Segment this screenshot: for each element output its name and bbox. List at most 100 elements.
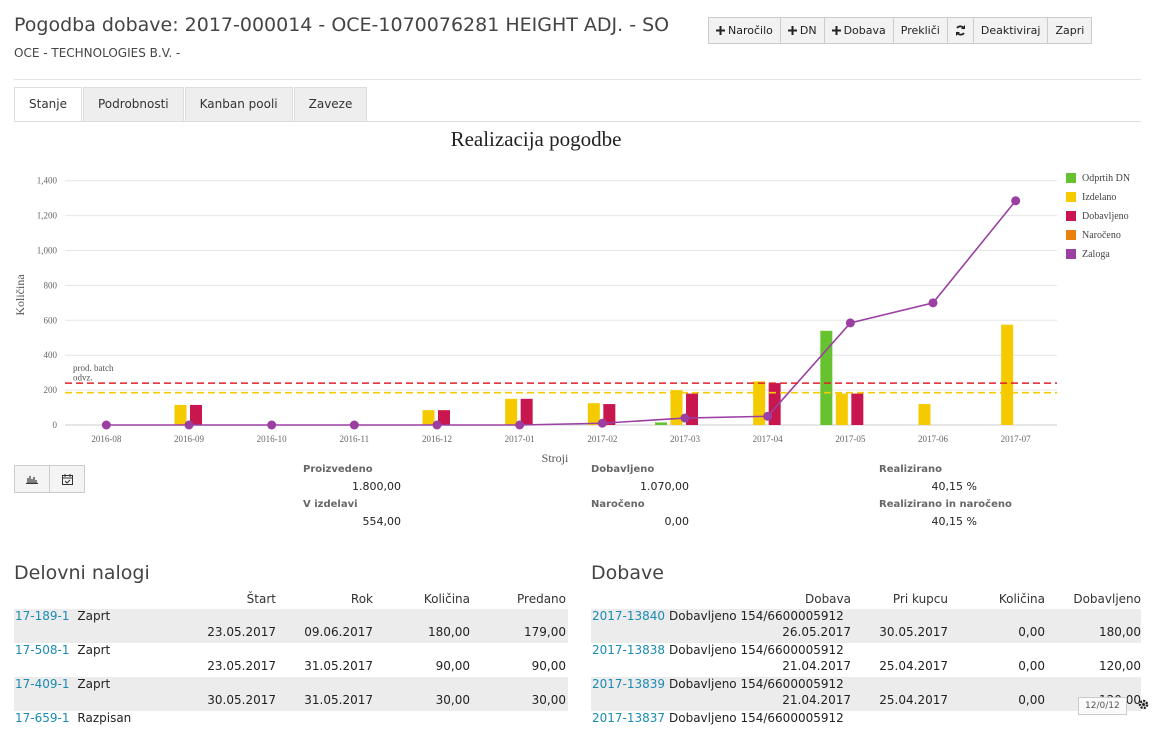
column-header: Pri kupcu [853, 592, 948, 606]
table-cell: 180,00 [1046, 625, 1141, 639]
legend-label: Dobavljeno [1082, 211, 1129, 222]
row-link[interactable]: 17-409-1 [15, 677, 69, 691]
divider [14, 79, 1141, 80]
table-row: 2017-13837Dobavljeno 154/6600005912 [591, 711, 1141, 745]
row-link[interactable]: 17-508-1 [15, 643, 69, 657]
tab[interactable]: Stanje [14, 87, 82, 121]
tabs: Stanje Podrobnosti Kanban pooli Zaveze [14, 87, 368, 121]
delivery-button[interactable]: Dobava [824, 18, 893, 43]
line-marker [102, 421, 111, 430]
tab[interactable]: Zaveze [294, 87, 368, 121]
tab-border [14, 121, 1141, 122]
table-row: 2017-13838Dobavljeno 154/660000591221.04… [591, 643, 1141, 677]
row-link[interactable]: 2017-13840 [592, 609, 665, 623]
button-label: Naročilo [728, 18, 773, 43]
button-label: Zapri [1055, 18, 1084, 43]
table-row: 17-659-1Razpisan [14, 711, 568, 745]
table-cell: 25.04.2017 [853, 693, 948, 707]
y-tick-label: 1,000 [37, 246, 58, 256]
table-cell: 23.05.2017 [181, 625, 276, 639]
x-tick-label: 2017-03 [670, 434, 700, 444]
button-label: Deaktiviraj [981, 18, 1041, 43]
table-cell: 90,00 [471, 659, 566, 673]
row-status: Dobavljeno 154/6600005912 [669, 677, 844, 691]
legend-label: Zaloga [1082, 249, 1110, 260]
dn-button[interactable]: DN [780, 18, 824, 43]
settings-icon[interactable] [1138, 699, 1149, 710]
x-tick-label: 2017-07 [1001, 434, 1031, 444]
bar [423, 410, 435, 425]
bar [175, 405, 187, 425]
line-marker [515, 421, 524, 430]
plus-icon [832, 26, 841, 35]
page-title: Pogodba dobave: 2017-000014 - OCE-107007… [14, 14, 669, 36]
table-row: 17-508-1Zaprt23.05.201731.05.201790,0090… [14, 643, 568, 677]
calendar-view-button[interactable] [49, 465, 85, 493]
row-link[interactable]: 17-659-1 [15, 711, 69, 725]
row-status: Dobavljeno 154/6600005912 [669, 609, 844, 623]
legend-swatch [1066, 249, 1076, 259]
x-tick-label: 2016-10 [257, 434, 287, 444]
summary-label: Proizvedeno [303, 464, 373, 475]
line-marker [598, 419, 607, 428]
table-cell: 21.04.2017 [756, 659, 851, 673]
table-row: 17-189-1Zaprt23.05.201709.06.2017180,001… [14, 609, 568, 643]
plus-icon [788, 26, 797, 35]
summary-value: 1.070,00 [589, 480, 689, 493]
summary-value: 554,00 [301, 515, 401, 528]
table-cell: 0,00 [950, 625, 1045, 639]
summary-label: Realizirano [879, 464, 942, 475]
row-status: Zaprt [77, 677, 110, 691]
chart-icon [26, 474, 38, 484]
table-row: 2017-13840 Dobavljeno 154/6600005912 26.05… [591, 609, 1141, 643]
deactivate-button[interactable]: Deaktiviraj [973, 18, 1048, 43]
pager: 12/0/12 [1078, 697, 1127, 715]
line-marker [350, 421, 359, 430]
column-header: Dobava [756, 592, 851, 606]
y-tick-label: 0 [53, 420, 58, 430]
close-button[interactable]: Zapri [1047, 18, 1091, 43]
summary-label: Realizirano in naročeno [879, 499, 1012, 510]
button-label: DN [800, 18, 817, 43]
summary-label: Dobavljeno [591, 464, 654, 475]
line-marker [929, 298, 938, 307]
table-cell: 23.05.2017 [181, 659, 276, 673]
column-header: Količina [375, 592, 470, 606]
section-title: Delovni nalogi [14, 562, 150, 584]
line-marker [763, 412, 772, 421]
order-button[interactable]: Naročilo [709, 18, 780, 43]
row-link[interactable]: 2017-13837 [592, 711, 665, 725]
row-link[interactable]: 2017-13838 [592, 643, 665, 657]
y-tick-label: 400 [44, 350, 58, 360]
summary-value: 40,15 % [877, 515, 977, 528]
y-tick-label: 600 [44, 315, 58, 325]
column-header: Rok [278, 592, 373, 606]
calendar-icon [62, 474, 73, 485]
y-tick-label: 200 [44, 385, 58, 395]
row-link[interactable]: 17-189-1 [15, 609, 69, 623]
row-link[interactable]: 2017-13839 [592, 677, 665, 691]
x-tick-label: 2017-04 [753, 434, 783, 444]
chart: Realizacija pogodbeKoličinaStroji0200400… [0, 125, 1155, 465]
column-header: Štart [181, 592, 276, 606]
toolbar: Naročilo DN Dobava Prekliči Deaktiviraj … [708, 17, 1092, 44]
refresh-icon [955, 25, 966, 36]
x-tick-label: 2016-12 [422, 434, 452, 444]
x-tick-label: 2017-02 [587, 434, 617, 444]
bar [655, 422, 667, 425]
tab[interactable]: Kanban pooli [185, 87, 293, 121]
tab[interactable]: Podrobnosti [83, 87, 184, 121]
bar [836, 394, 848, 425]
table-cell: 90,00 [375, 659, 470, 673]
x-tick-label: 2017-01 [505, 434, 535, 444]
refresh-button[interactable] [947, 18, 973, 43]
table-cell: 120,00 [1046, 659, 1141, 673]
line-marker [681, 414, 690, 423]
cancel-button[interactable]: Prekliči [893, 18, 947, 43]
line-marker [433, 421, 442, 430]
bar [521, 399, 533, 425]
table-cell: 26.05.2017 [756, 625, 851, 639]
chart-view-button[interactable] [14, 465, 50, 493]
table-row: 17-409-1Zaprt30.05.201731.05.201730,0030… [14, 677, 568, 711]
x-tick-label: 2016-11 [339, 434, 369, 444]
